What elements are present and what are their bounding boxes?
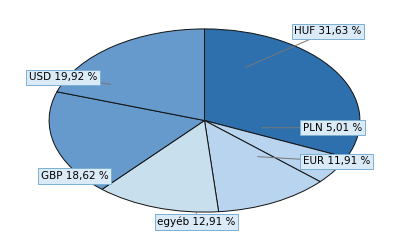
Text: USD 19,92 %: USD 19,92 % xyxy=(29,72,110,84)
Wedge shape xyxy=(204,120,347,182)
Text: GBP 18,62 %: GBP 18,62 % xyxy=(41,171,109,181)
Wedge shape xyxy=(204,29,360,158)
Wedge shape xyxy=(57,29,204,120)
Text: EUR 11,91 %: EUR 11,91 % xyxy=(258,156,370,167)
Text: HUF 31,63 %: HUF 31,63 % xyxy=(245,26,362,67)
Wedge shape xyxy=(49,92,204,189)
Wedge shape xyxy=(102,120,219,212)
Text: PLN 5,01 %: PLN 5,01 % xyxy=(262,123,362,133)
Text: egyéb 12,91 %: egyéb 12,91 % xyxy=(157,212,236,227)
Wedge shape xyxy=(204,120,320,212)
